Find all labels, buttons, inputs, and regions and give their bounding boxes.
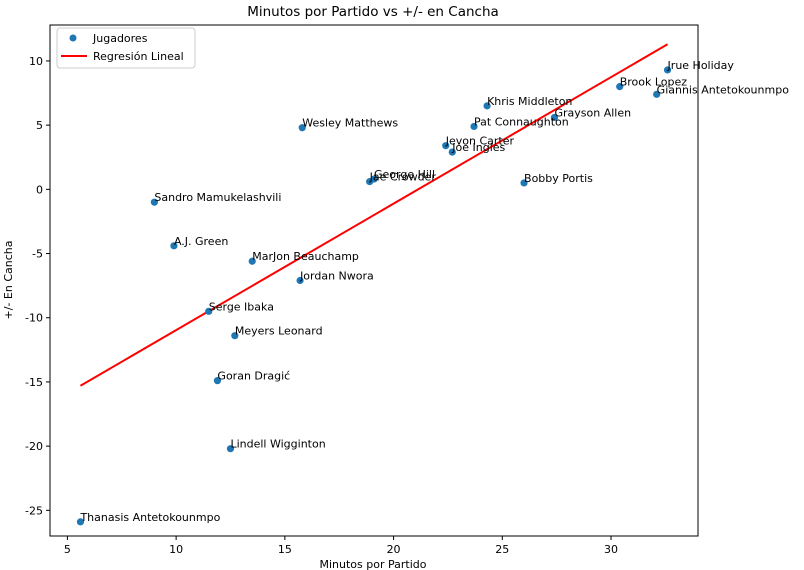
data-point-label: Bobby Portis bbox=[524, 172, 593, 185]
y-axis: -25 -20 -15 -10 -5 0 5 10 bbox=[25, 55, 50, 517]
data-point bbox=[298, 124, 306, 132]
data-point bbox=[76, 518, 85, 526]
data-point bbox=[213, 377, 222, 385]
data-point-label: MarJon Beauchamp bbox=[252, 250, 359, 263]
chart-title: Minutos por Partido vs +/- en Cancha bbox=[247, 4, 499, 20]
data-point-label: Jordan Nwora bbox=[299, 270, 374, 283]
y-tick-label: -15 bbox=[25, 376, 43, 389]
data-point bbox=[150, 198, 158, 206]
data-point bbox=[205, 307, 213, 315]
data-point bbox=[550, 113, 559, 122]
x-axis-label: Minutos por Partido bbox=[320, 558, 427, 570]
data-point bbox=[616, 83, 624, 91]
data-point-label: Pat Connaughton bbox=[474, 115, 569, 128]
data-point bbox=[231, 332, 239, 340]
data-point bbox=[226, 445, 235, 453]
data-point bbox=[170, 242, 178, 250]
y-tick-label: -10 bbox=[25, 312, 43, 325]
data-point-label: A.J. Green bbox=[174, 235, 228, 248]
data-point-label: Sandro Mamukelashvili bbox=[154, 191, 281, 204]
legend-box bbox=[56, 27, 196, 69]
data-point-label: Serge Ibaka bbox=[209, 300, 274, 313]
y-tick-label: -20 bbox=[25, 440, 43, 453]
data-point bbox=[448, 148, 456, 156]
x-axis: 5 10 15 20 25 30 bbox=[64, 536, 618, 556]
data-point bbox=[296, 276, 304, 285]
y-tick-label: 10 bbox=[29, 55, 43, 68]
y-tick-label: -25 bbox=[25, 504, 43, 517]
data-point bbox=[366, 178, 374, 186]
data-point-label: Grayson Allen bbox=[554, 106, 631, 119]
x-tick-label: 20 bbox=[387, 543, 401, 556]
plot-area bbox=[49, 24, 699, 537]
data-point-label: Brook Lopez bbox=[620, 76, 688, 89]
data-point-label: Giannis Antetokounmpo bbox=[657, 83, 790, 96]
data-point bbox=[520, 179, 528, 187]
data-point-label: Jae Crowder bbox=[369, 171, 437, 184]
data-point-label: Thanasis Antetokounmpo bbox=[79, 511, 220, 524]
x-tick-label: 10 bbox=[169, 543, 183, 556]
data-point bbox=[483, 102, 491, 110]
data-point-label: George Hill bbox=[374, 168, 435, 181]
x-tick-label: 5 bbox=[64, 543, 71, 556]
data-point bbox=[442, 142, 450, 150]
data-point-label: Goran Dragić bbox=[217, 370, 290, 383]
legend-marker-players bbox=[69, 34, 77, 42]
regression-line bbox=[79, 43, 669, 387]
data-point-label: Jevon Carter bbox=[445, 135, 515, 148]
data-point-label: Meyers Leonard bbox=[235, 325, 323, 338]
x-tick-label: 15 bbox=[278, 543, 292, 556]
data-point-label: Wesley Matthews bbox=[302, 117, 398, 130]
data-point bbox=[653, 90, 661, 98]
x-tick-label: 30 bbox=[604, 543, 618, 556]
data-point bbox=[470, 122, 478, 131]
y-axis-label: +/- En Cancha bbox=[2, 241, 15, 320]
data-point-label: Lindell Wigginton bbox=[230, 438, 325, 451]
data-point-label: Joe Ingles bbox=[451, 141, 505, 154]
data-point-label: Khris Middleton bbox=[487, 95, 572, 108]
x-tick-label: 25 bbox=[495, 543, 509, 556]
y-tick-label: -5 bbox=[32, 248, 43, 261]
y-tick-label: 0 bbox=[36, 183, 43, 196]
legend-label-regression: Regresión Lineal bbox=[93, 50, 184, 63]
data-point bbox=[663, 66, 672, 74]
legend: Jugadores Regresión Lineal bbox=[56, 27, 196, 69]
data-point bbox=[248, 257, 256, 265]
data-point-label: Jrue Holiday bbox=[667, 59, 735, 72]
y-tick-label: 5 bbox=[36, 119, 43, 132]
legend-label-players: Jugadores bbox=[92, 32, 148, 45]
